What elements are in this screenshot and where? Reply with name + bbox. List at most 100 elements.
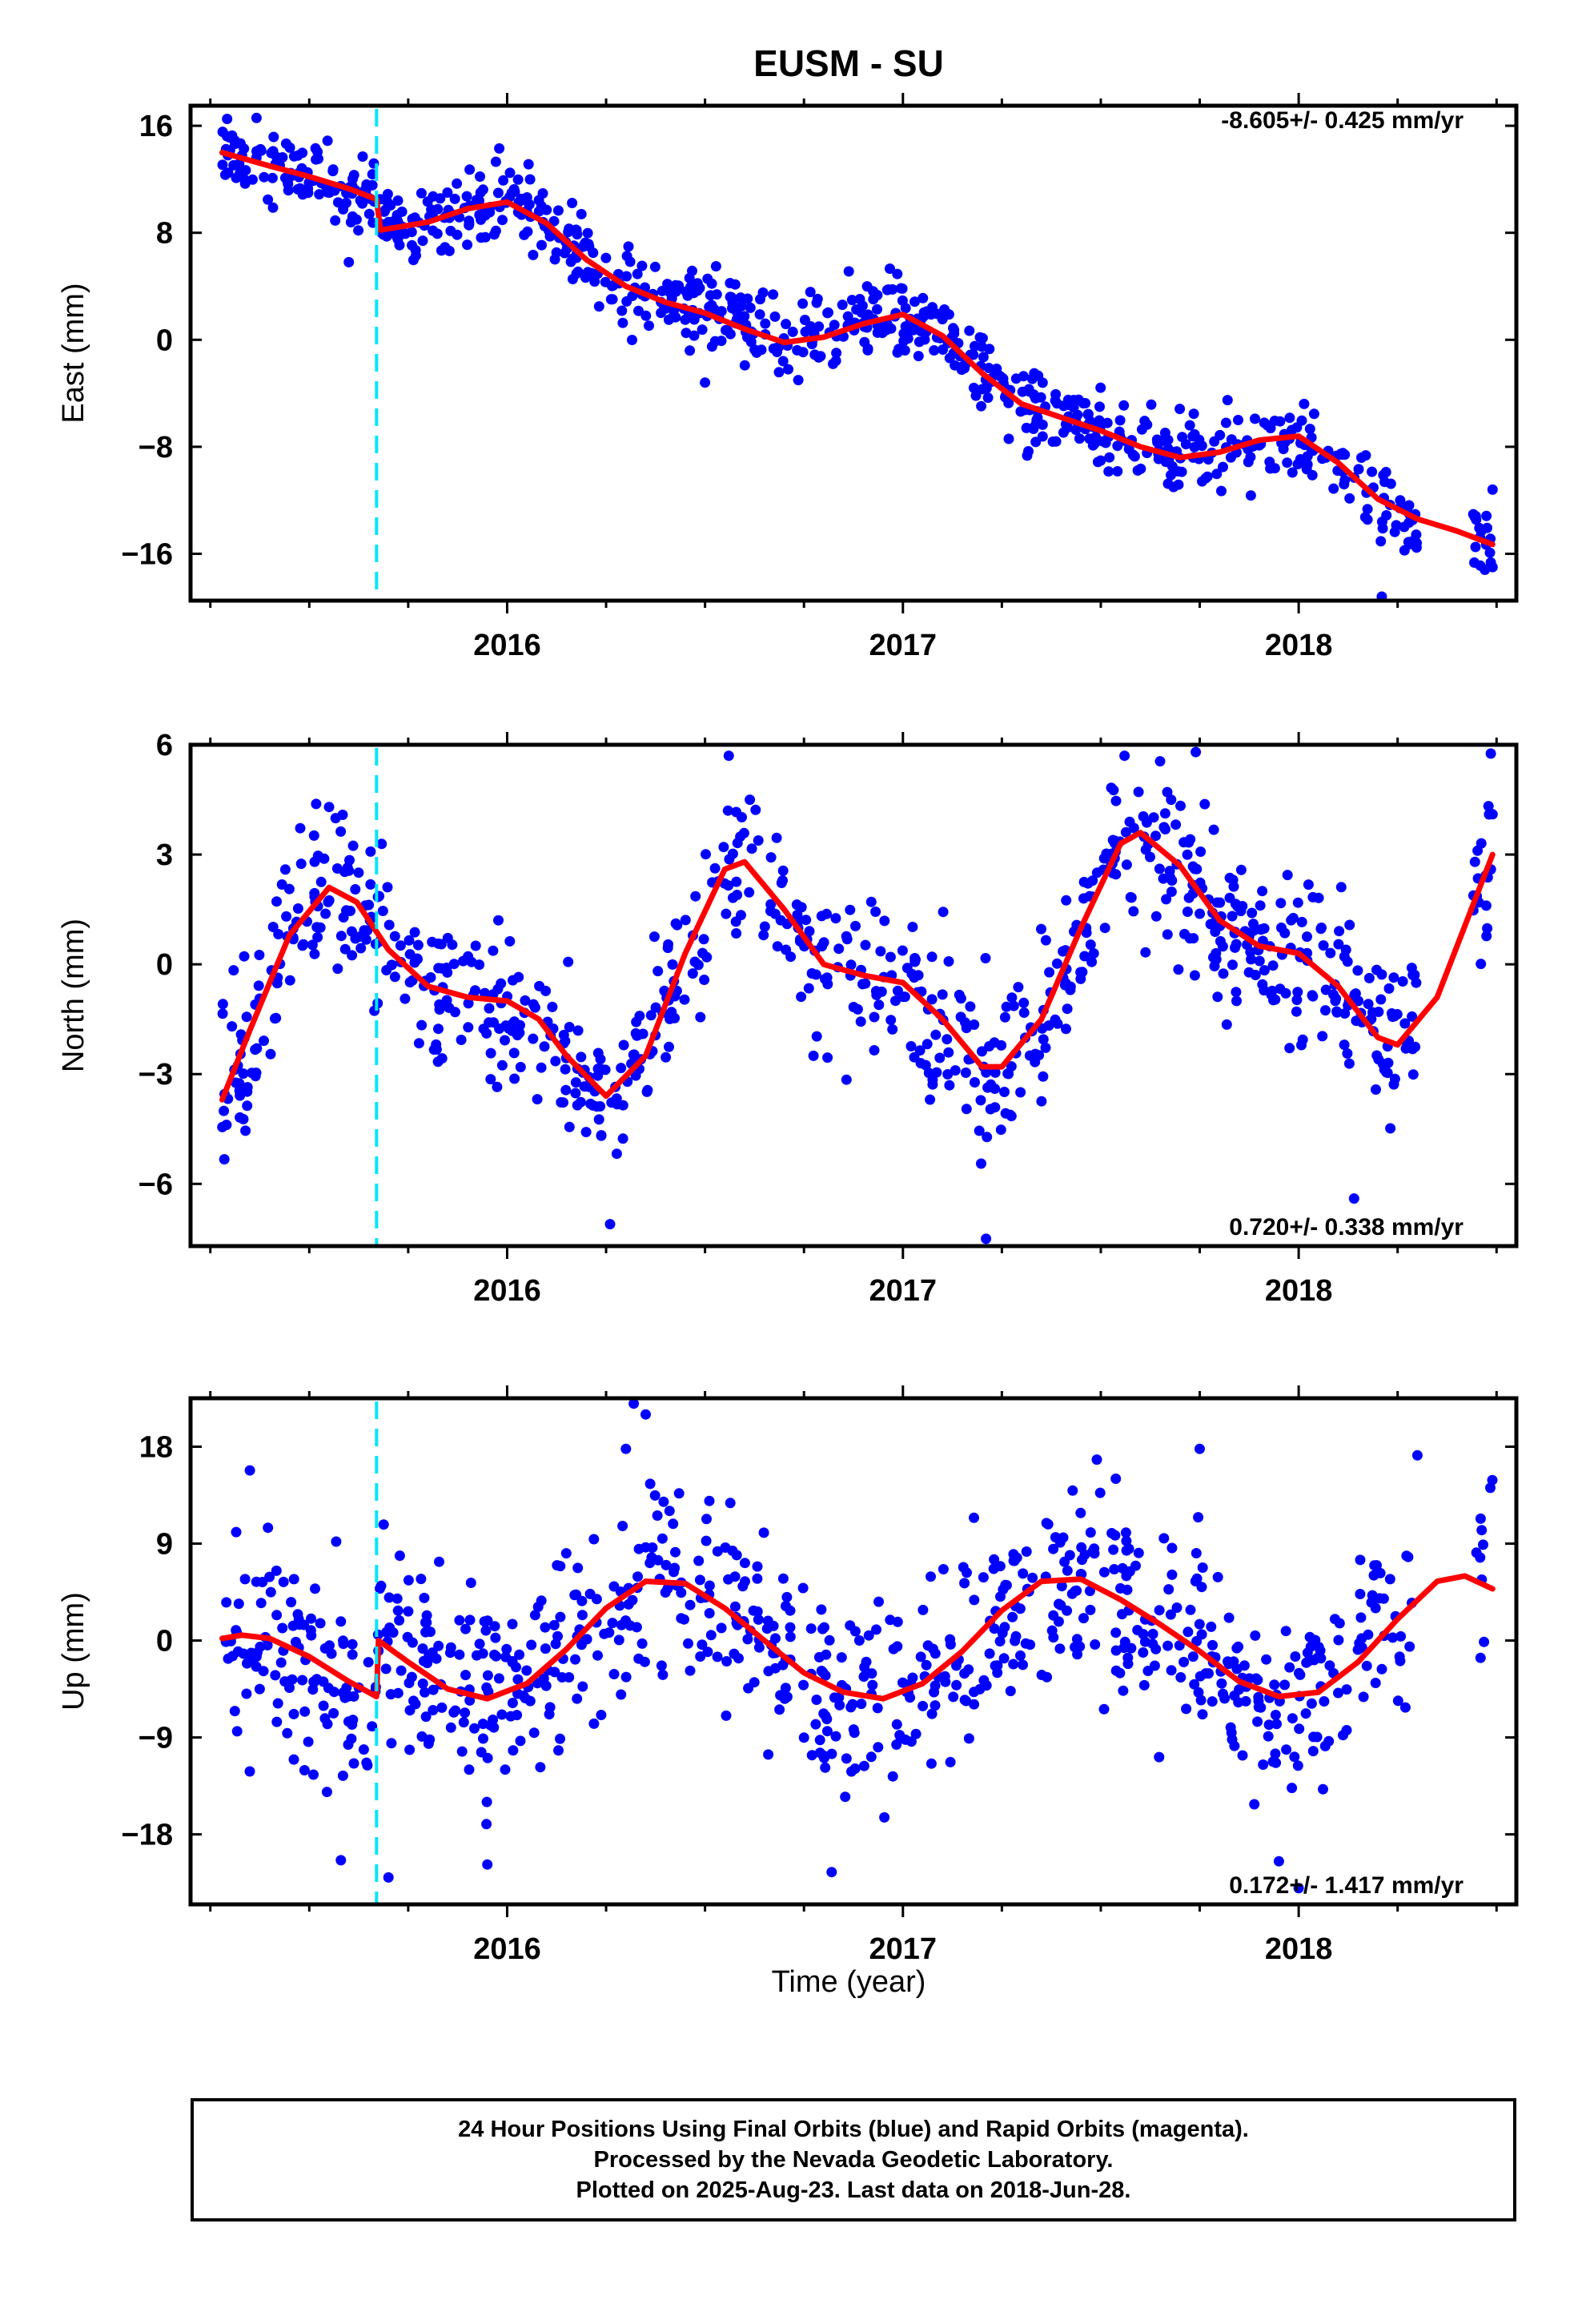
data-point: [1382, 1068, 1393, 1079]
data-point: [969, 340, 980, 352]
data-point: [685, 1665, 696, 1676]
data-point: [989, 1623, 1000, 1634]
data-point: [321, 1787, 332, 1798]
data-point: [1106, 1528, 1118, 1538]
data-point: [664, 1506, 675, 1517]
data-point: [752, 1573, 763, 1584]
data-point: [1110, 1474, 1122, 1484]
data-point: [434, 1556, 444, 1567]
data-point: [813, 321, 825, 332]
data-point: [323, 187, 335, 198]
data-point: [649, 261, 661, 272]
data-point: [1015, 1650, 1026, 1661]
data-point: [417, 235, 428, 247]
data-point: [657, 1669, 669, 1680]
data-point: [526, 1639, 537, 1651]
data-point: [627, 335, 637, 345]
data-point: [332, 197, 343, 208]
data-point: [238, 1648, 249, 1659]
data-point: [1318, 940, 1329, 951]
data-point: [454, 1614, 465, 1626]
data-point: [836, 1652, 847, 1663]
data-point: [758, 1527, 769, 1538]
data-point: [970, 1077, 980, 1088]
data-point: [458, 1717, 469, 1728]
data-point: [981, 1067, 992, 1078]
data-point: [845, 959, 857, 971]
data-point: [380, 1663, 391, 1675]
data-point: [811, 1695, 822, 1705]
data-point: [1038, 1034, 1049, 1045]
data-point: [1043, 1020, 1054, 1031]
data-point: [416, 187, 427, 199]
data-point: [1311, 1731, 1323, 1743]
data-point: [661, 1559, 672, 1570]
data-point: [347, 950, 358, 961]
data-point: [1275, 983, 1286, 995]
data-point: [1355, 1589, 1366, 1599]
data-point: [1148, 812, 1159, 823]
data-point: [938, 1564, 949, 1574]
data-point: [420, 1626, 432, 1638]
data-point: [576, 1051, 587, 1063]
data-point: [1399, 545, 1410, 556]
data-point: [1080, 398, 1091, 408]
data-point: [454, 1649, 465, 1660]
data-point: [278, 1576, 289, 1587]
data-point: [507, 1618, 518, 1630]
data-point: [1135, 463, 1146, 474]
data-point: [442, 187, 453, 198]
data-point: [897, 991, 909, 1003]
x-tick-label: 2016: [473, 1932, 541, 1966]
data-point: [777, 356, 789, 367]
data-point: [1159, 808, 1170, 819]
data-point: [737, 812, 747, 822]
data-point: [1208, 824, 1219, 835]
data-point: [1354, 1638, 1365, 1649]
data-point: [1370, 1678, 1381, 1688]
data-point: [1027, 1572, 1038, 1583]
data-point: [323, 802, 335, 813]
data-point: [310, 1583, 320, 1594]
data-point: [456, 1035, 467, 1045]
data-point: [319, 853, 330, 864]
data-point: [1102, 417, 1113, 428]
data-point: [833, 1692, 845, 1703]
data-point: [306, 1613, 316, 1624]
data-point: [701, 1514, 712, 1525]
data-point: [937, 989, 948, 1000]
data-point: [284, 142, 295, 153]
data-point: [1284, 412, 1295, 424]
data-point: [365, 846, 376, 857]
data-point: [754, 309, 765, 320]
data-point: [1098, 1566, 1110, 1578]
data-point: [624, 1620, 636, 1631]
data-point: [670, 918, 681, 929]
data-point: [1231, 1663, 1243, 1675]
data-point: [805, 287, 816, 298]
data-point: [813, 1651, 825, 1663]
data-point: [661, 1051, 672, 1063]
data-point: [1018, 371, 1029, 382]
data-point: [484, 1003, 495, 1014]
data-point: [865, 896, 877, 907]
data-point: [1052, 1018, 1063, 1029]
data-point: [339, 866, 351, 878]
data-point: [572, 1562, 584, 1574]
data-point: [1395, 1630, 1407, 1642]
data-point: [1278, 444, 1289, 455]
data-point: [315, 876, 327, 887]
data-point: [817, 1750, 829, 1761]
data-point: [739, 311, 750, 322]
data-point: [992, 1660, 1003, 1671]
data-point: [881, 284, 893, 296]
data-point: [1161, 894, 1172, 905]
data-point: [343, 1739, 354, 1750]
data-point: [926, 1708, 938, 1719]
data-point: [1294, 1667, 1304, 1679]
data-point: [830, 913, 841, 924]
data-point: [700, 377, 711, 388]
data-point: [343, 256, 355, 267]
data-point: [547, 1001, 558, 1012]
data-point: [1344, 919, 1355, 931]
